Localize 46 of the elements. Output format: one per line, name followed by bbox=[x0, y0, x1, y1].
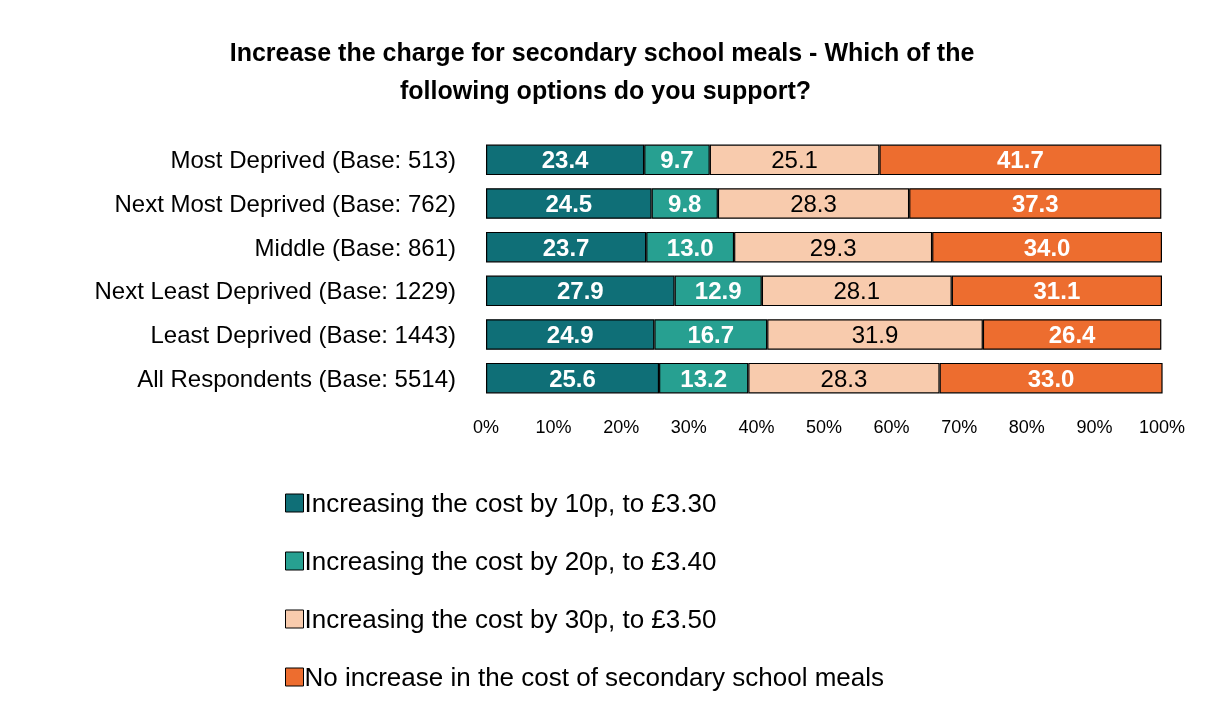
data-label: 28.3 bbox=[820, 364, 868, 392]
legend-label: Increasing the cost by 30p, to £3.50 bbox=[304, 604, 717, 634]
legend-label: Increasing the cost by 20p, to £3.40 bbox=[304, 546, 717, 576]
x-tick-label: 0% bbox=[472, 417, 500, 437]
data-label: 24.5 bbox=[545, 190, 593, 217]
x-tick-label: 70% bbox=[941, 417, 978, 437]
data-label: 16.7 bbox=[687, 321, 735, 348]
data-label: 9.8 bbox=[668, 190, 702, 217]
data-label: 24.9 bbox=[546, 321, 594, 348]
y-tick-label: Most Deprived (Base: 513) bbox=[170, 146, 456, 174]
data-label: 34.0 bbox=[1023, 233, 1071, 261]
data-label: 9.7 bbox=[660, 146, 694, 174]
x-tick-label: 50% bbox=[805, 417, 843, 437]
data-label: 31.1 bbox=[1033, 277, 1081, 305]
x-tick-label: 100% bbox=[1138, 417, 1186, 437]
y-tick-label: Least Deprived (Base: 1443) bbox=[150, 321, 456, 348]
x-tick-label: 90% bbox=[1076, 417, 1113, 437]
data-label: 27.9 bbox=[556, 277, 604, 305]
y-tick-label: Next Least Deprived (Base: 1229) bbox=[94, 277, 456, 305]
y-tick-label: All Respondents (Base: 5514) bbox=[137, 364, 456, 392]
x-tick-label: 40% bbox=[738, 417, 775, 437]
data-label: 23.4 bbox=[541, 146, 590, 174]
data-label: 41.7 bbox=[997, 146, 1044, 174]
data-label: 37.3 bbox=[1011, 190, 1059, 217]
legend-label: No increase in the cost of secondary school meals bbox=[304, 662, 885, 692]
data-label: 26.4 bbox=[1048, 321, 1097, 348]
x-tick-label: 30% bbox=[670, 417, 707, 437]
data-label: 25.6 bbox=[549, 364, 596, 392]
y-tick-label: Next Most Deprived (Base: 762) bbox=[114, 190, 456, 217]
data-label: 28.1 bbox=[833, 277, 881, 305]
data-label: 12.9 bbox=[694, 277, 742, 305]
y-tick-label: Middle (Base: 861) bbox=[254, 233, 456, 261]
x-tick-label: 60% bbox=[873, 417, 910, 437]
data-label: 33.0 bbox=[1027, 364, 1075, 392]
data-label: 31.9 bbox=[851, 321, 899, 348]
data-label: 13.2 bbox=[680, 364, 728, 392]
chart-title: Increase the charge for secondary school meals - Which of the following options do you support? bbox=[229, 38, 982, 104]
x-tick-label: 80% bbox=[1008, 417, 1045, 437]
data-label: 29.3 bbox=[809, 233, 857, 261]
data-label: 28.3 bbox=[790, 190, 837, 217]
data-label: 23.7 bbox=[542, 233, 590, 261]
x-tick-label: 10% bbox=[535, 417, 572, 437]
legend-label: Increasing the cost by 10p, to £3.30 bbox=[304, 488, 717, 518]
x-tick-label: 20% bbox=[603, 417, 640, 437]
data-label: 25.1 bbox=[771, 146, 818, 174]
data-label: 13.0 bbox=[666, 233, 714, 261]
